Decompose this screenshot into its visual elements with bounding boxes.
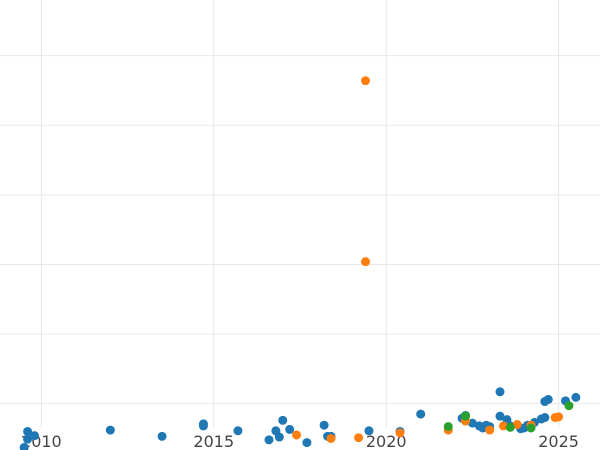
data-point-series-1	[264, 435, 274, 445]
data-point-series-1	[495, 411, 505, 421]
data-point-series-3	[461, 411, 471, 421]
data-point-series-3	[564, 401, 574, 411]
data-point-series-1	[29, 431, 39, 441]
data-point-series-1	[571, 392, 581, 402]
data-point-series-1	[23, 434, 33, 444]
data-point-series-2	[354, 433, 364, 443]
gridlines	[0, 0, 600, 428]
data-point-series-2	[554, 412, 564, 422]
x-axis-ticks: 2010 2015 2020 2025	[21, 432, 579, 450]
data-point-series-1	[319, 420, 329, 430]
data-point-series-1	[233, 426, 243, 436]
data-point-series-1	[23, 426, 33, 436]
data-point-series-1	[495, 387, 505, 397]
data-point-series-1	[416, 409, 426, 419]
data-point-series-2	[512, 420, 522, 430]
data-point-series-1	[364, 426, 374, 436]
data-point-series-3	[443, 422, 453, 432]
data-point-series-3	[505, 422, 515, 432]
x-tick-label: 2015	[193, 432, 234, 450]
data-point-series-1	[543, 394, 553, 404]
data-point-series-1	[274, 432, 284, 442]
data-point-series-1	[157, 431, 167, 441]
data-point-series-1	[19, 442, 29, 450]
data-point-series-1	[105, 425, 115, 435]
scatter-points	[19, 76, 581, 450]
data-point-series-3	[526, 423, 536, 433]
data-point-series-1	[285, 424, 295, 434]
data-point-series-2	[395, 428, 405, 438]
data-point-series-1	[467, 418, 477, 428]
data-point-series-2	[292, 430, 302, 440]
data-point-series-2	[498, 421, 508, 431]
data-point-series-1	[278, 415, 288, 425]
data-point-series-2	[326, 433, 336, 443]
data-point-series-1	[540, 413, 550, 423]
data-point-series-2	[485, 425, 495, 435]
data-point-series-1	[302, 438, 312, 448]
data-point-series-2	[361, 257, 371, 267]
x-tick-label: 2020	[366, 432, 407, 450]
data-point-series-1	[198, 421, 208, 431]
data-point-series-2	[361, 76, 371, 86]
x-tick-label: 2025	[538, 432, 579, 450]
